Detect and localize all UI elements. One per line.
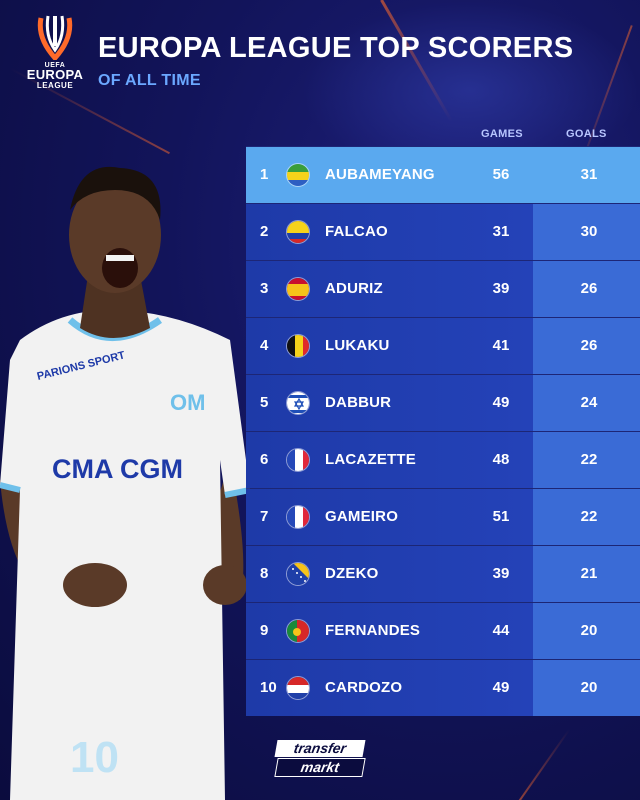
player-name: FALCAO [325, 223, 388, 240]
belgium-flag-icon [286, 334, 310, 358]
rank-cell: 8 [260, 565, 269, 582]
games-cell: 48 [492, 451, 510, 468]
rank-cell: 6 [260, 451, 269, 468]
europa-league-logo: UEFA EUROPA LEAGUE [20, 14, 90, 90]
player-photo: OM PARIONS SPORT CMA CGM 10 [0, 166, 251, 800]
light-streak [511, 728, 571, 800]
goals-cell: 22 [580, 451, 598, 468]
table-row: 8 DZEKO 39 21 [246, 545, 640, 602]
table-row: 3 ADURIZ 39 26 [246, 260, 640, 317]
column-header-goals: GOALS [566, 128, 607, 140]
spain-flag-icon [286, 277, 310, 301]
bosnia-flag-icon [286, 562, 310, 586]
goals-cell: 20 [580, 679, 598, 696]
games-cell: 49 [492, 394, 510, 411]
france-flag-icon [286, 505, 310, 529]
transfermarkt-logo-line2: markt [274, 758, 366, 777]
games-cell: 44 [492, 622, 510, 639]
player-name: LUKAKU [325, 337, 390, 354]
table-row: 7 GAMEIRO 51 22 [246, 488, 640, 545]
goals-cell: 30 [580, 223, 598, 240]
player-name: DZEKO [325, 565, 379, 582]
goals-cell: 26 [580, 280, 598, 297]
france-flag-icon [286, 448, 310, 472]
transfermarkt-logo: transfer markt [274, 740, 366, 778]
games-cell: 41 [492, 337, 510, 354]
goals-cell: 22 [580, 508, 598, 525]
games-cell: 51 [492, 508, 510, 525]
trophy-icon [37, 15, 73, 60]
games-cell: 49 [492, 679, 510, 696]
paraguay-flag-icon [286, 676, 310, 700]
table-row: 10 CARDOZO 49 20 [246, 659, 640, 716]
player-name: FERNANDES [325, 622, 421, 639]
games-cell: 31 [492, 223, 510, 240]
goals-cell: 26 [580, 337, 598, 354]
shorts-number-text: 10 [70, 733, 119, 782]
table-row: 9 FERNANDES 44 20 [246, 602, 640, 659]
gabon-flag-icon [286, 163, 310, 187]
portugal-flag-icon [286, 619, 310, 643]
games-cell: 39 [492, 565, 510, 582]
column-header-games: GAMES [481, 128, 523, 140]
player-name: CARDOZO [325, 679, 403, 696]
player-name: LACAZETTE [325, 451, 416, 468]
svg-text:OM: OM [170, 390, 205, 415]
shirt-sponsor-text: CMA CGM [52, 454, 183, 484]
page-title: EUROPA LEAGUE TOP SCORERS [98, 32, 574, 64]
player-name: DABBUR [325, 394, 392, 411]
goals-cell: 24 [580, 394, 598, 411]
player-name: AUBAMEYANG [325, 166, 435, 183]
colombia-flag-icon [286, 220, 310, 244]
page-subtitle: OF ALL TIME [98, 72, 201, 89]
games-cell: 39 [492, 280, 510, 297]
table-row: 5 DABBUR 49 24 [246, 374, 640, 431]
games-cell: 56 [492, 166, 510, 183]
rank-cell: 10 [260, 679, 277, 696]
rank-cell: 5 [260, 394, 269, 411]
rank-cell: 7 [260, 508, 269, 525]
table-row: 2 FALCAO 31 30 [246, 203, 640, 260]
rank-cell: 3 [260, 280, 269, 297]
table-row: 6 LACAZETTE 48 22 [246, 431, 640, 488]
rank-cell: 9 [260, 622, 269, 639]
goals-cell: 21 [580, 565, 598, 582]
goals-cell: 20 [580, 622, 598, 639]
logo-league-text: LEAGUE [36, 81, 74, 90]
logo-uefa-text: UEFA [44, 62, 66, 69]
transfermarkt-logo-line1: transfer [274, 740, 366, 757]
rank-cell: 4 [260, 337, 269, 354]
logo-europa-text: EUROPA [26, 67, 84, 82]
scorers-table: 1 AUBAMEYANG 56 31 2 FALCAO 31 30 3 ADUR… [246, 146, 640, 716]
player-name: GAMEIRO [325, 508, 399, 525]
player-name: ADURIZ [325, 280, 383, 297]
rank-cell: 2 [260, 223, 269, 240]
israel-flag-icon [286, 391, 310, 415]
table-row: 1 AUBAMEYANG 56 31 [246, 146, 640, 203]
table-row: 4 LUKAKU 41 26 [246, 317, 640, 374]
rank-cell: 1 [260, 166, 269, 183]
goals-cell: 31 [580, 166, 598, 183]
